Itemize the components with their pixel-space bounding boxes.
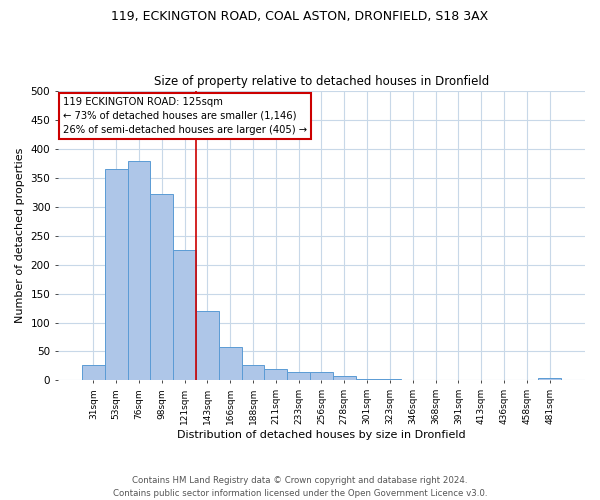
Bar [173, 250, 196, 380]
Text: 119, ECKINGTON ROAD, COAL ASTON, DRONFIELD, S18 3AX: 119, ECKINGTON ROAD, COAL ASTON, DRONFIE… [112, 10, 488, 23]
X-axis label: Distribution of detached houses by size in Dronfield: Distribution of detached houses by size … [177, 430, 466, 440]
Bar [287, 372, 310, 380]
Bar [538, 378, 561, 380]
Bar [128, 160, 151, 380]
Bar [356, 378, 379, 380]
Bar [151, 194, 173, 380]
Bar [242, 365, 265, 380]
Bar [105, 169, 128, 380]
Bar [333, 376, 356, 380]
Bar [196, 311, 219, 380]
Bar [265, 369, 287, 380]
Bar [82, 365, 105, 380]
Title: Size of property relative to detached houses in Dronfield: Size of property relative to detached ho… [154, 76, 489, 88]
Text: 119 ECKINGTON ROAD: 125sqm
← 73% of detached houses are smaller (1,146)
26% of s: 119 ECKINGTON ROAD: 125sqm ← 73% of deta… [63, 97, 307, 135]
Y-axis label: Number of detached properties: Number of detached properties [15, 148, 25, 324]
Text: Contains HM Land Registry data © Crown copyright and database right 2024.
Contai: Contains HM Land Registry data © Crown c… [113, 476, 487, 498]
Bar [310, 372, 333, 380]
Bar [219, 347, 242, 380]
